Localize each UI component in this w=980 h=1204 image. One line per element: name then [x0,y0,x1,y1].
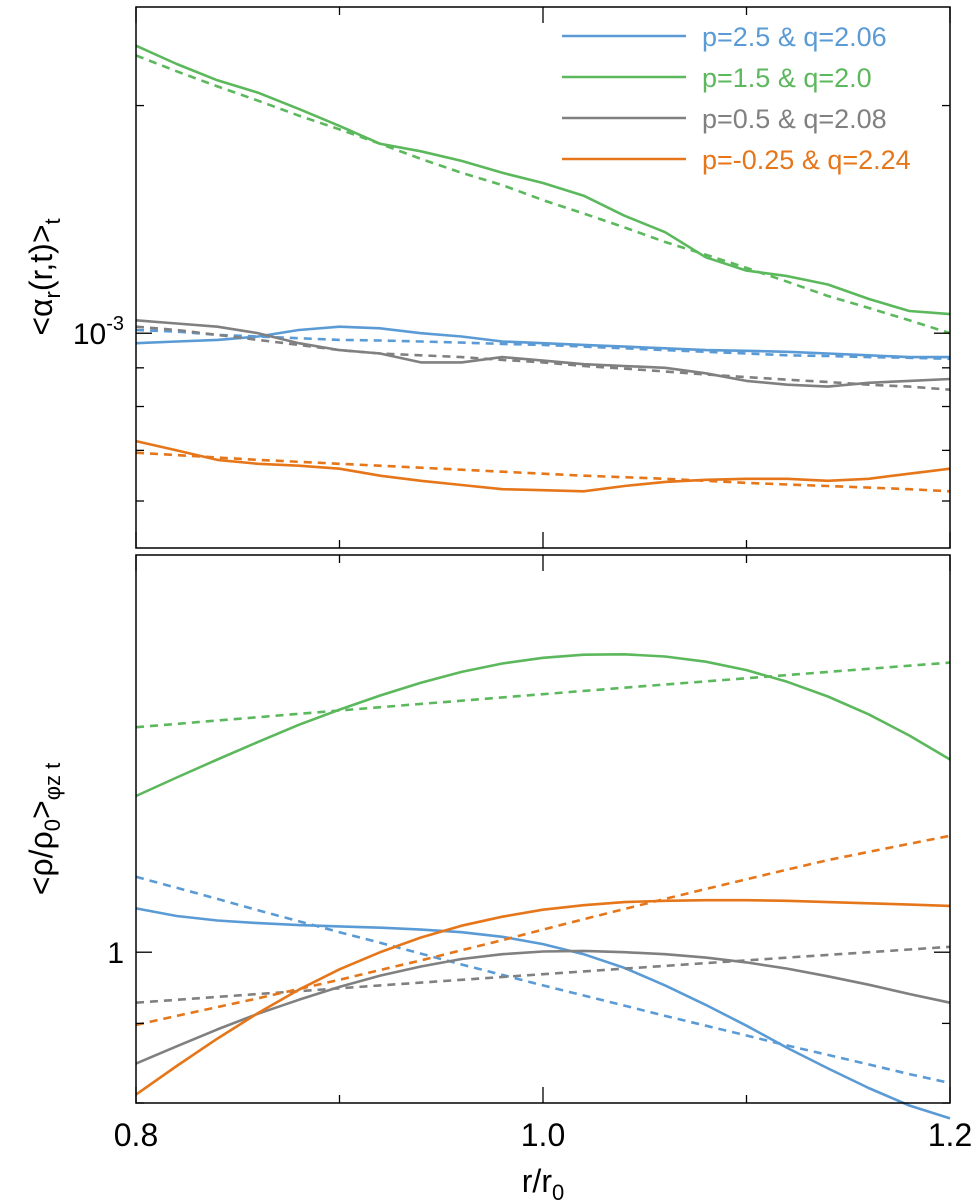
bottom-fit-line-p-2-5-q-2-06 [135,875,951,1085]
bottom-panel: 1 0.8 1.0 1.2 <ρ/ρ0>φz t r/r0 [23,554,972,1204]
legend-label: p=1.5 & q=2.0 [702,63,872,93]
top-ytick-labels: 10-3 [73,313,124,351]
bottom-ytick-label: 1 [107,937,124,970]
top-ticks [135,7,951,548]
bottom-series-line-p-0-5-q-2-08 [135,949,951,1065]
top-series-line-p-0-25-q-2-24 [135,439,951,493]
legend-label: p=-0.25 & q=2.24 [702,145,911,175]
bottom-fit-line-p-0-5-q-2-08 [135,945,951,1004]
bottom-series-line-p-0-25-q-2-24 [135,898,951,1096]
top-panel: 10-3 p=2.5 & q=2.06 p=1.5 & q=2.0 p=0.5 & … [23,6,951,549]
top-series-line-p-2-5-q-2-06 [135,325,950,359]
bottom-plot-frame [135,554,951,1104]
bottom-series-line-p-2-5-q-2-06 [135,907,951,1120]
top-series-group [135,44,951,493]
bottom-fit-line-p-1-5-q-2-0 [135,661,951,729]
bottom-series-group [135,653,951,1120]
legend-label: p=2.5 & q=2.06 [702,22,887,52]
top-fit-line-p-2-5-q-2-06 [135,328,951,361]
xtick-label: 0.8 [114,1117,158,1153]
xtick-label: 1.0 [521,1117,565,1153]
bottom-xtick-labels: 0.8 1.0 1.2 [114,1117,972,1153]
top-y-axis-label: <αr(r,t)>t [23,218,65,335]
bottom-ytick-labels: 1 [107,937,124,970]
top-series-line-p-0-5-q-2-08 [135,319,951,388]
legend: p=2.5 & q=2.06 p=1.5 & q=2.0 p=0.5 & q=2.0… [562,22,911,175]
bottom-fit-line-p-0-25-q-2-24 [135,834,951,1027]
x-axis-label: r/r0 [522,1163,564,1204]
top-fit-line-p-0-5-q-2-08 [135,325,951,391]
bottom-ticks [135,555,951,1104]
bottom-series-line-p-1-5-q-2-0 [135,653,951,798]
top-fit-line-p-1-5-q-2-0 [135,54,951,335]
top-fit-line-p-0-25-q-2-24 [135,451,951,493]
xtick-label: 1.2 [928,1117,972,1153]
bottom-y-axis-label: <ρ/ρ0>φz t [23,763,65,895]
legend-label: p=0.5 & q=2.08 [702,104,887,134]
top-series-line-p-1-5-q-2-0 [135,44,951,316]
top-ytick-label: 10-3 [73,313,124,351]
